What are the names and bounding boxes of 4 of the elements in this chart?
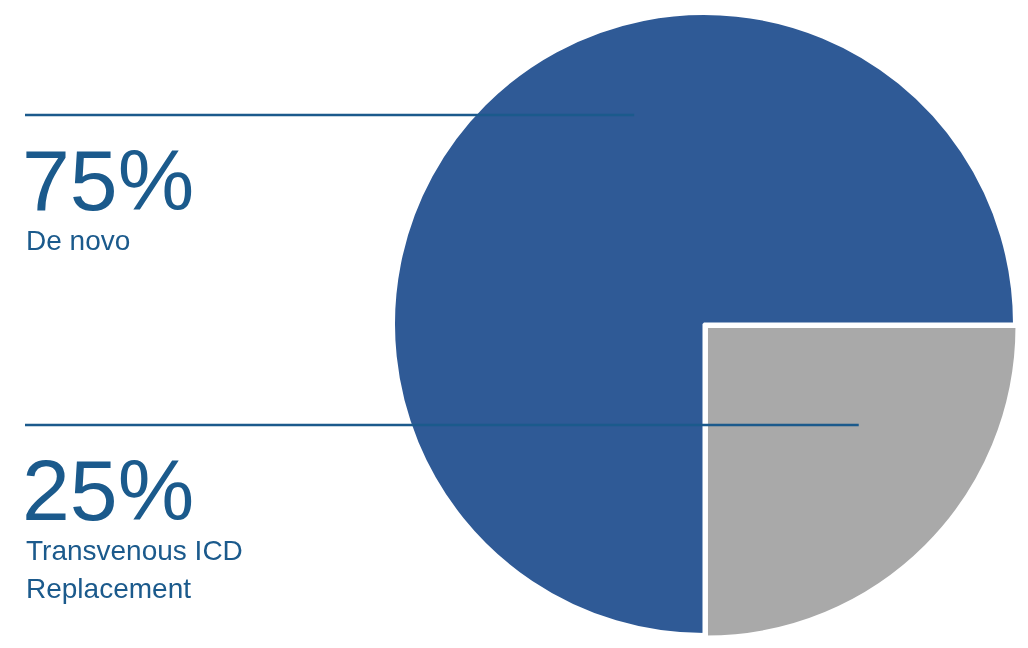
data-label: 75% <box>22 132 195 228</box>
data-label: 25% <box>22 442 195 538</box>
slice-label: De novo <box>26 225 131 256</box>
slice-label: Transvenous ICD Replacement <box>26 535 243 604</box>
